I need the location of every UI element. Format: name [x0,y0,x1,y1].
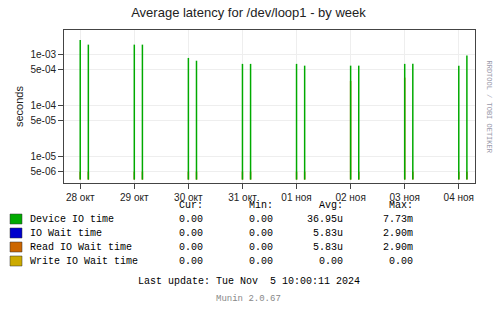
svg-text:04 ноя: 04 ноя [444,192,474,203]
svg-text:0.00: 0.00 [249,256,273,267]
svg-text:Avg:: Avg: [319,200,343,211]
svg-text:seconds: seconds [13,86,25,127]
svg-text:0.00: 0.00 [249,228,273,239]
svg-text:31 окт: 31 окт [228,192,257,203]
svg-text:0.00: 0.00 [179,228,203,239]
svg-text:5.83u: 5.83u [313,228,343,239]
svg-text:1e-03: 1e-03 [30,49,56,60]
svg-text:0.00: 0.00 [249,214,273,225]
svg-text:5.83u: 5.83u [313,242,343,253]
svg-text:IO Wait time: IO Wait time [30,228,102,239]
svg-text:Cur:: Cur: [179,200,203,211]
svg-text:2.90m: 2.90m [383,242,413,253]
svg-text:RRDTOOL / TOBI OETIKER: RRDTOOL / TOBI OETIKER [485,61,493,154]
svg-text:0.00: 0.00 [179,242,203,253]
svg-text:Average latency for /dev/loop1: Average latency for /dev/loop1 - by week [131,5,366,20]
svg-text:30 окт: 30 окт [174,192,203,203]
svg-text:Munin 2.0.67: Munin 2.0.67 [216,294,281,304]
svg-text:01 ноя: 01 ноя [281,192,311,203]
svg-text:5e-05: 5e-05 [30,115,56,126]
svg-text:Read IO Wait time: Read IO Wait time [30,242,132,253]
svg-text:Last update: Tue Nov 5 10:00:: Last update: Tue Nov 5 10:00:11 2024 [138,276,360,287]
svg-text:1e-05: 1e-05 [30,151,56,162]
svg-text:Min:: Min: [249,200,273,211]
svg-text:Device IO time: Device IO time [30,214,114,225]
svg-text:5e-06: 5e-06 [30,166,56,177]
svg-text:02 ноя: 02 ноя [335,192,365,203]
svg-text:0.00: 0.00 [249,242,273,253]
svg-text:03 ноя: 03 ноя [389,192,419,203]
svg-text:0.00: 0.00 [179,214,203,225]
svg-text:1e-04: 1e-04 [30,100,56,111]
svg-text:0.00: 0.00 [389,256,413,267]
svg-text:7.73m: 7.73m [383,214,413,225]
svg-text:0.00: 0.00 [319,256,343,267]
svg-text:Max:: Max: [389,200,413,211]
svg-text:Write IO Wait time: Write IO Wait time [30,256,138,267]
svg-text:5e-04: 5e-04 [30,64,56,75]
svg-text:0.00: 0.00 [179,256,203,267]
svg-text:28 окт: 28 окт [66,192,95,203]
svg-text:36.95u: 36.95u [307,214,343,225]
svg-text:29 окт: 29 окт [120,192,149,203]
svg-text:2.90m: 2.90m [383,228,413,239]
